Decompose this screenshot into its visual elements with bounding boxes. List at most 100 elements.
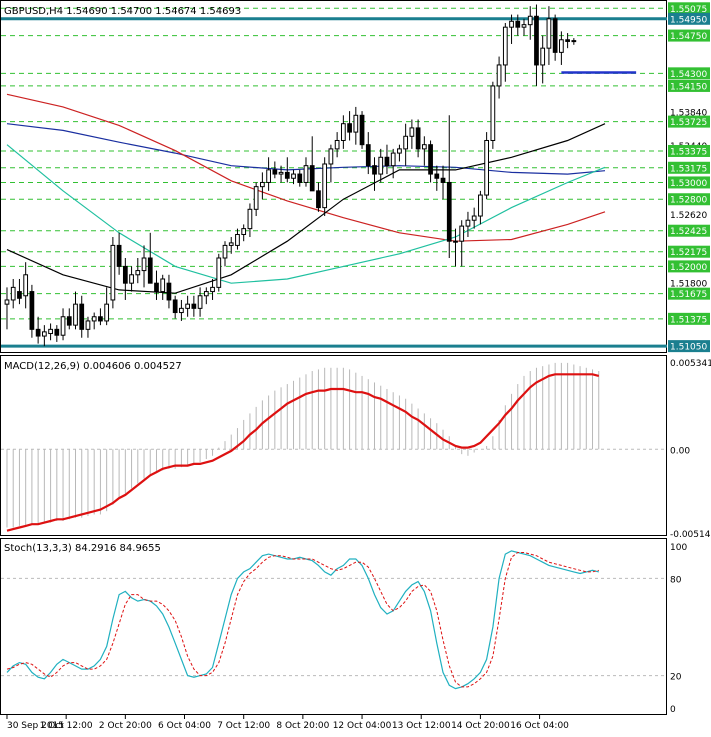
price-label-box <box>668 340 710 353</box>
macd-label: MACD(12,26,9) 0.004606 0.004527 <box>4 361 182 372</box>
candle-bullish <box>179 307 184 314</box>
time-axis-label: 7 Oct 12:00 <box>217 721 270 731</box>
candle-bullish <box>397 148 402 154</box>
candle-bullish <box>135 270 141 276</box>
candle-bullish <box>521 24 527 28</box>
time-axis-label: 14 Oct 20:00 <box>451 721 510 731</box>
candle-bullish <box>260 181 265 188</box>
candle-bearish <box>565 39 570 42</box>
candle-bullish <box>141 257 147 272</box>
time-axis-label: 8 Oct 20:00 <box>276 721 329 731</box>
chart-header: GBPUSD,H4 1.54690 1.54700 1.54674 1.5469… <box>4 6 241 17</box>
candle-bullish <box>378 156 384 175</box>
time-axis-label: 6 Oct 04:00 <box>158 721 211 731</box>
time-axis-label: 16 Oct 04:00 <box>510 721 569 731</box>
candle-bearish <box>98 316 103 322</box>
price-axis-label: 1.54950 <box>670 15 707 25</box>
candle-bearish <box>428 144 433 175</box>
price-label-box <box>668 224 710 237</box>
candle-bearish <box>365 144 371 167</box>
candle-bullish <box>235 233 240 246</box>
candle-bullish <box>73 303 78 326</box>
price-axis-label: 1.52800 <box>670 196 707 206</box>
candle-bullish <box>502 26 508 66</box>
macd-axis-label: 0.005341 <box>670 359 711 369</box>
candle-bullish <box>185 303 190 309</box>
candle-bearish <box>154 282 159 293</box>
stoch-label: Stoch(13,3,3) 84.2916 84.9655 <box>4 543 161 554</box>
candle-bullish <box>421 144 427 150</box>
candle-bearish <box>552 18 558 53</box>
moving-average-line <box>6 93 606 242</box>
macd-pane <box>0 355 667 536</box>
macd-axis-label: 0.00 <box>670 446 690 456</box>
candle-bullish <box>104 303 110 322</box>
candle-bullish <box>210 286 215 293</box>
price-axis-label: 1.54750 <box>670 32 707 42</box>
candle-bearish <box>54 328 60 336</box>
price-axis-label: 1.51375 <box>670 315 707 325</box>
price-axis-label: 1.52620 <box>670 211 707 221</box>
candle-bearish <box>415 127 421 150</box>
stoch-main-line <box>6 550 599 690</box>
price-axis-label: 1.51800 <box>670 280 707 290</box>
price-label-box <box>668 260 710 273</box>
candle-bullish <box>222 244 228 259</box>
candle-bullish <box>129 274 134 284</box>
price-label-box <box>668 2 710 15</box>
stoch-axis-label: 0 <box>670 705 676 715</box>
candle-bullish <box>91 316 97 322</box>
candle-bullish <box>85 320 91 330</box>
candle-bullish <box>247 208 253 230</box>
candle-bullish <box>160 278 166 293</box>
candle-bullish <box>228 242 234 246</box>
price-pane <box>0 0 667 353</box>
candle-bearish <box>272 169 278 175</box>
macd-axis-label: -0.005146 <box>670 530 711 540</box>
candle-bullish <box>559 39 564 53</box>
time-axis-label: 1 Oct 12:00 <box>40 721 93 731</box>
price-label-box <box>668 245 710 258</box>
candle-bearish <box>66 316 72 326</box>
price-label-box <box>668 176 710 189</box>
stoch-signal-line <box>6 552 599 688</box>
price-label-box <box>668 67 710 80</box>
price-axis-label: 1.54150 <box>670 82 707 92</box>
price-axis-label: 1.53175 <box>670 164 707 174</box>
price-axis-label: 1.53375 <box>670 147 707 157</box>
time-axis-label: 12 Oct 04:00 <box>333 721 392 731</box>
candle-bearish <box>297 173 303 183</box>
price-label-box <box>668 29 710 42</box>
price-label-box <box>668 287 710 300</box>
time-axis-label: 2 Oct 20:00 <box>99 721 152 731</box>
candle-bullish <box>390 152 396 167</box>
candle-bullish <box>546 18 552 49</box>
price-label-box <box>668 144 710 157</box>
candle-bullish <box>197 295 203 309</box>
candle-bearish <box>122 265 128 284</box>
price-axis-label: 1.51050 <box>670 343 707 353</box>
price-axis-label: 1.52425 <box>670 227 707 237</box>
price-axis-label: 1.53840 <box>670 108 707 118</box>
candle-bullish <box>110 244 116 301</box>
candle-bearish <box>284 171 290 179</box>
candle-bullish <box>10 286 16 301</box>
candle-bullish <box>303 165 309 183</box>
price-axis-label: 1.53725 <box>670 118 707 128</box>
candle-bearish <box>79 303 85 330</box>
candle-bullish <box>571 40 577 43</box>
candle-bullish <box>334 139 340 150</box>
candle-bearish <box>347 123 352 133</box>
candle-bearish <box>440 177 446 183</box>
candle-bullish <box>253 186 259 210</box>
time-axis-label: 30 Sep 2015 <box>7 721 64 731</box>
candle-bearish <box>29 291 35 330</box>
candle-bullish <box>527 15 533 26</box>
candle-bullish <box>60 316 66 336</box>
stoch-axis-label: 20 <box>670 673 682 683</box>
stoch-pane <box>0 538 667 715</box>
candle-bearish <box>446 181 452 242</box>
candle-bullish <box>328 148 334 165</box>
